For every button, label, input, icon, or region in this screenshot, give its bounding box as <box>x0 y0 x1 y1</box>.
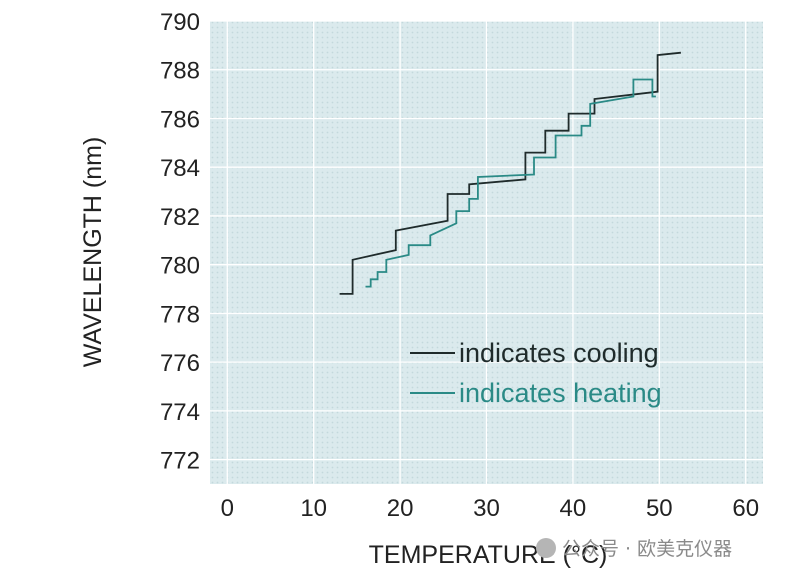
y-tick-labels: 772 774 776 778 780 782 784 786 788 790 <box>160 9 200 475</box>
legend-label-heating: indicates heating <box>459 378 662 408</box>
x-tick-label: 10 <box>300 495 327 522</box>
series-line-heating <box>365 78 656 288</box>
y-tick-label: 790 <box>160 9 200 36</box>
y-tick-label: 788 <box>160 58 200 85</box>
y-tick-label: 774 <box>160 399 200 426</box>
watermark: 公众号 · 欧美克仪器 <box>536 534 732 561</box>
legend: indicates cooling indicates heating <box>410 338 662 408</box>
y-tick-label: 772 <box>160 448 200 475</box>
y-tick-label: 784 <box>160 155 200 182</box>
y-axis-title: WAVELENGTH (nm) <box>79 137 107 368</box>
series-line-cooling <box>339 51 681 295</box>
x-tick-label: 50 <box>646 495 673 522</box>
y-tick-label: 782 <box>160 204 200 231</box>
wechat-icon <box>536 538 556 558</box>
x-tick-label: 40 <box>560 495 587 522</box>
x-tick-labels: 0 10 20 30 40 50 60 <box>221 495 759 522</box>
x-tick-label: 30 <box>473 495 500 522</box>
x-axis-title: TEMPERATURE (°C) <box>369 541 608 569</box>
y-tick-label: 786 <box>160 106 200 133</box>
y-tick-label: 776 <box>160 350 200 377</box>
x-tick-label: 60 <box>732 495 759 522</box>
y-tick-label: 778 <box>160 301 200 328</box>
grid <box>210 20 763 484</box>
x-tick-label: 0 <box>221 495 234 522</box>
series-lines <box>339 51 681 295</box>
legend-label-cooling: indicates cooling <box>459 338 659 368</box>
x-tick-label: 20 <box>387 495 414 522</box>
watermark-text: 公众号 · 欧美克仪器 <box>562 538 733 560</box>
y-tick-label: 780 <box>160 253 200 280</box>
